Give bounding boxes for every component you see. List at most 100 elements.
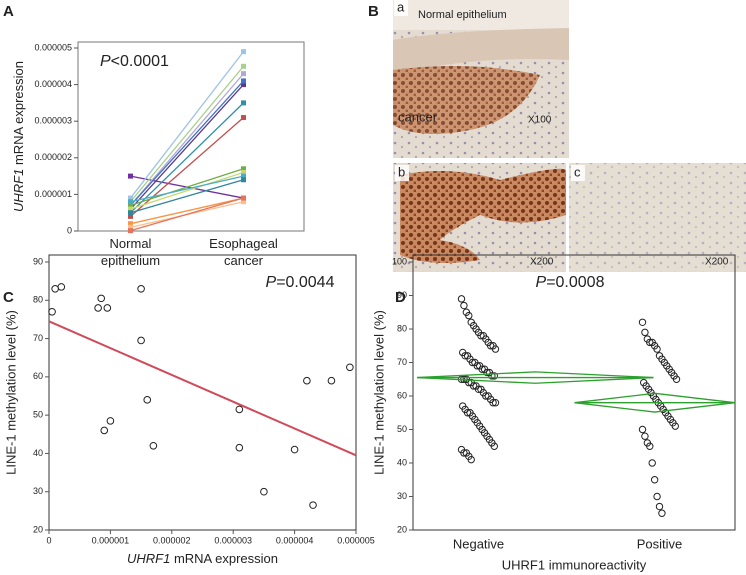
y-tick-label: 0.000004 — [34, 79, 72, 89]
point — [235, 443, 244, 452]
series-line — [130, 179, 244, 214]
point — [327, 376, 336, 385]
point — [128, 199, 133, 205]
point — [128, 213, 133, 219]
point — [94, 304, 102, 312]
y-tick-label: 20 — [397, 524, 407, 534]
micrograph-b — [393, 163, 566, 272]
series-line — [130, 168, 244, 206]
point — [638, 425, 647, 434]
point — [106, 417, 115, 425]
x-tick-label: 0.000005 — [337, 535, 375, 545]
micrograph-a — [393, 0, 569, 158]
x-tick-label: Normal epithelium — [101, 236, 160, 268]
point — [478, 365, 486, 373]
x-tick-label: 0.000001 — [92, 535, 130, 545]
point — [128, 173, 133, 179]
label-box — [394, 0, 408, 16]
series-line — [130, 84, 244, 210]
point — [653, 345, 661, 353]
point — [128, 195, 133, 201]
y-axis-label: UHRF1 mRNA expression — [11, 61, 26, 212]
point — [57, 283, 66, 291]
point — [648, 459, 656, 467]
point — [483, 368, 491, 377]
point — [482, 392, 490, 400]
y-tick-label: 0.000002 — [34, 152, 72, 162]
x-tick-label: 0.000002 — [153, 535, 191, 545]
panel-label: C — [3, 289, 14, 306]
point — [491, 399, 500, 407]
micrograph-magnification: X100 — [528, 115, 552, 126]
panel-label: D — [395, 289, 406, 306]
point — [461, 352, 469, 360]
point — [241, 166, 246, 172]
y-tick-label: 50 — [33, 410, 43, 420]
point — [309, 501, 317, 509]
point — [658, 509, 666, 517]
point — [460, 449, 468, 457]
point — [128, 221, 133, 227]
label-box — [395, 165, 409, 181]
point — [241, 71, 246, 77]
series-line — [130, 65, 244, 203]
point — [241, 115, 246, 121]
series-line — [130, 197, 244, 232]
y-axis-label: LINE-1 methylation level (%) — [371, 310, 386, 475]
x-tick-label: 0.000003 — [214, 535, 252, 545]
x-tick-label: 0.000004 — [276, 535, 314, 545]
y-tick-label: 30 — [397, 491, 407, 501]
y-tick-label: 30 — [33, 486, 43, 496]
point — [486, 342, 495, 350]
y-tick-label: 40 — [397, 457, 407, 467]
y-tick-label: 70 — [397, 357, 407, 367]
point — [653, 492, 661, 501]
label-box — [571, 165, 585, 181]
point — [473, 362, 481, 370]
point — [465, 378, 473, 387]
micrograph-label: c — [574, 164, 581, 179]
micrograph-caption: cancer — [398, 109, 438, 124]
point — [646, 442, 654, 450]
micrograph-label: b — [398, 164, 405, 179]
fit-line — [48, 320, 357, 457]
point — [646, 338, 654, 347]
point — [235, 405, 244, 414]
series-line — [130, 80, 244, 206]
y-tick-label: 70 — [33, 333, 43, 343]
panel-label: B — [368, 3, 379, 20]
point — [490, 372, 498, 380]
point — [491, 345, 500, 353]
point — [490, 442, 498, 450]
point — [346, 363, 354, 372]
micrograph-magnification: X200 — [530, 257, 554, 268]
point — [671, 422, 679, 430]
plot-frame — [412, 254, 736, 531]
y-tick-label: 90 — [33, 256, 43, 266]
x-tick-label: Negative — [453, 536, 504, 551]
point — [137, 336, 145, 345]
y-tick-label: 0.000005 — [34, 42, 72, 52]
point — [463, 409, 472, 417]
point — [641, 432, 649, 440]
point — [241, 169, 246, 175]
series-line — [130, 102, 244, 214]
point — [650, 476, 659, 484]
y-tick-label: 80 — [33, 295, 43, 305]
point — [638, 318, 647, 326]
point — [474, 385, 483, 393]
point — [241, 177, 246, 183]
point — [241, 63, 246, 69]
point — [477, 332, 485, 340]
micrograph-label: a — [397, 0, 405, 14]
point — [260, 487, 268, 496]
series-line — [130, 171, 244, 210]
point — [241, 195, 246, 201]
y-tick-label: 0.000003 — [34, 116, 72, 126]
x-tick-label: 0 — [46, 535, 51, 545]
micrograph-caption: Normal epithelium — [418, 9, 507, 21]
point — [128, 202, 133, 208]
point — [143, 396, 152, 404]
series-line — [130, 175, 244, 203]
y-tick-label: 0 — [67, 225, 72, 235]
